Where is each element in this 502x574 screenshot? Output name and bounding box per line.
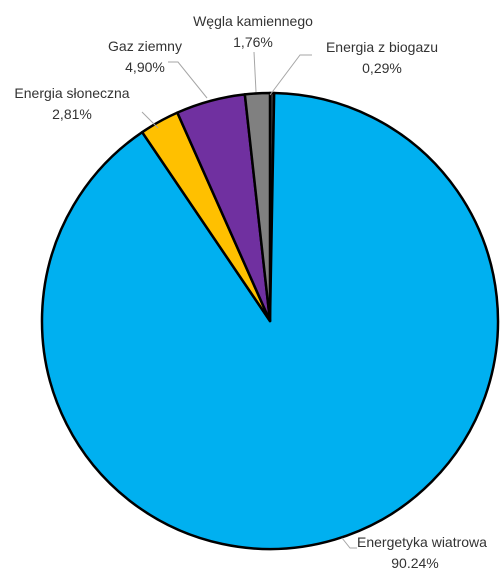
slice-label-value-4: 1,76% bbox=[233, 34, 273, 50]
slice-label-name-4: Węgla kamiennego bbox=[193, 13, 313, 29]
slice-label-value-1: 90.24% bbox=[391, 555, 438, 571]
leader-lines bbox=[141, 51, 357, 549]
leader-line-2 bbox=[141, 111, 159, 129]
pie-slice-4 bbox=[243, 91, 272, 323]
slice-label-value-3: 4,90% bbox=[125, 59, 165, 75]
slice-label-name-0: Energia z biogazu bbox=[326, 39, 438, 55]
slice-label-value-2: 2,81% bbox=[52, 106, 92, 122]
leader-line-3 bbox=[168, 61, 208, 99]
slice-label-value-0: 0,29% bbox=[362, 60, 402, 76]
slice-label-name-3: Gaz ziemny bbox=[108, 38, 182, 54]
leader-line-1 bbox=[341, 537, 357, 549]
leader-line-0 bbox=[269, 54, 312, 96]
slice-label-name-1: Energetyka wiatrowa bbox=[357, 534, 487, 550]
pie-slices bbox=[40, 91, 500, 551]
slice-label-name-2: Energia słoneczna bbox=[14, 85, 129, 101]
slice-labels: Energia z biogazu 0,29% Energetyka wiatrow… bbox=[14, 13, 487, 571]
leader-line-4 bbox=[253, 51, 257, 93]
